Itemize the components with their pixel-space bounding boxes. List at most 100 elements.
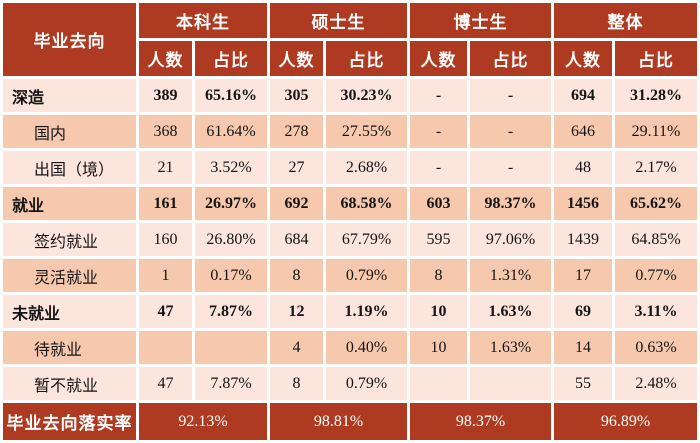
group-header-master: 硕士生 [270,3,407,38]
value-cell: 8 [410,259,467,292]
value-cell: 98.37% [470,187,551,220]
value-cell: 47 [139,367,192,400]
value-cell: 17 [554,259,612,292]
group-header-doctor: 博士生 [410,3,551,38]
value-cell: 61.64% [195,115,267,148]
header-group-row: 毕业去向 本科生 硕士生 博士生 整体 [3,3,697,76]
value-cell: 27.55% [326,115,407,148]
value-cell: 67.79% [326,223,407,256]
table-row: 出国（境） 21 3.52% 27 2.68% - - 48 2.17% [3,151,697,184]
row-label: 签约就业 [3,223,136,256]
table-row: 灵活就业 1 0.17% 8 0.79% 8 1.31% 17 0.77% [3,259,697,292]
row-label: 未就业 [3,295,136,328]
value-cell: 694 [554,79,612,112]
subheader-count: 人数 [270,41,323,76]
footer-row: 毕业去向落实率 92.13% 98.81% 98.37% 96.89% [3,403,697,440]
value-cell: 29.11% [615,115,697,148]
value-cell [139,331,192,364]
value-cell: 4 [270,331,323,364]
value-cell: 27 [270,151,323,184]
value-cell: 160 [139,223,192,256]
value-cell: 0.79% [326,367,407,400]
value-cell: 69 [554,295,612,328]
value-cell: 7.87% [195,295,267,328]
value-cell: 26.80% [195,223,267,256]
footer-value: 92.13% [139,403,267,440]
value-cell: 65.62% [615,187,697,220]
row-label: 就业 [3,187,136,220]
value-cell [470,367,551,400]
value-cell: 1.19% [326,295,407,328]
value-cell: 1.31% [470,259,551,292]
group-header-bachelor: 本科生 [139,3,267,38]
value-cell: 8 [270,367,323,400]
subheader-count: 人数 [554,41,612,76]
value-cell: 10 [410,331,467,364]
value-cell: 646 [554,115,612,148]
table-row: 就业 161 26.97% 692 68.58% 603 98.37% 1456… [3,187,697,220]
subheader-ratio: 占比 [195,41,267,76]
value-cell: - [470,151,551,184]
value-cell: 2.68% [326,151,407,184]
table-row: 待就业 4 0.40% 10 1.63% 14 0.63% [3,331,697,364]
value-cell: 1.63% [470,295,551,328]
value-cell: 7.87% [195,367,267,400]
value-cell: 603 [410,187,467,220]
value-cell: 64.85% [615,223,697,256]
value-cell: 0.17% [195,259,267,292]
subheader-count: 人数 [410,41,467,76]
subheader-count: 人数 [139,41,192,76]
value-cell: 278 [270,115,323,148]
value-cell: 2.48% [615,367,697,400]
value-cell: 47 [139,295,192,328]
row-label: 深造 [3,79,136,112]
value-cell: 30.23% [326,79,407,112]
row-label: 国内 [3,115,136,148]
value-cell: 389 [139,79,192,112]
value-cell: 684 [270,223,323,256]
value-cell: 21 [139,151,192,184]
value-cell: 31.28% [615,79,697,112]
footer-value: 98.81% [270,403,407,440]
value-cell: 55 [554,367,612,400]
table-row: 深造 389 65.16% 305 30.23% - - 694 31.28% [3,79,697,112]
value-cell: 1 [139,259,192,292]
table-row: 国内 368 61.64% 278 27.55% - - 646 29.11% [3,115,697,148]
footer-label: 毕业去向落实率 [3,403,136,440]
table-row: 签约就业 160 26.80% 684 67.79% 595 97.06% 14… [3,223,697,256]
value-cell: 692 [270,187,323,220]
value-cell: - [410,151,467,184]
value-cell: 3.52% [195,151,267,184]
value-cell [195,331,267,364]
value-cell: - [470,115,551,148]
value-cell: 0.79% [326,259,407,292]
value-cell: 14 [554,331,612,364]
value-cell: - [410,79,467,112]
header-sub-row: 人数 占比 人数 占比 人数 占比 人数 占比 [3,41,697,76]
subheader-ratio: 占比 [615,41,697,76]
value-cell: 8 [270,259,323,292]
value-cell [410,367,467,400]
value-cell: 2.17% [615,151,697,184]
value-cell: 97.06% [470,223,551,256]
value-cell: 26.97% [195,187,267,220]
footer-value: 98.37% [410,403,551,440]
row-label: 暂不就业 [3,367,136,400]
group-header-overall: 整体 [554,3,697,38]
corner-header: 毕业去向 [3,3,136,76]
value-cell: 12 [270,295,323,328]
footer-value: 96.89% [554,403,697,440]
value-cell: 0.77% [615,259,697,292]
row-label: 待就业 [3,331,136,364]
value-cell: 0.63% [615,331,697,364]
value-cell: 68.58% [326,187,407,220]
value-cell: 10 [410,295,467,328]
value-cell: 48 [554,151,612,184]
value-cell: - [470,79,551,112]
value-cell: 0.40% [326,331,407,364]
subheader-ratio: 占比 [326,41,407,76]
value-cell: 595 [410,223,467,256]
value-cell: 1439 [554,223,612,256]
value-cell: 161 [139,187,192,220]
subheader-ratio: 占比 [470,41,551,76]
